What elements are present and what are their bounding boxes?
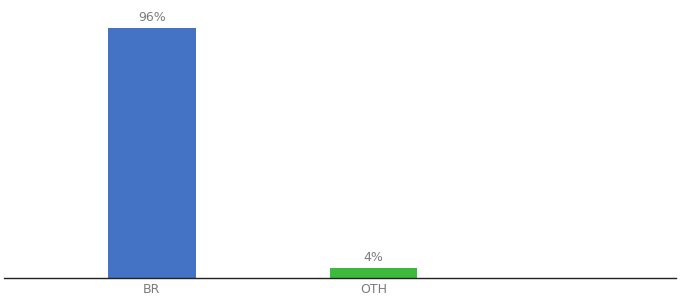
Bar [330,268,418,278]
Text: 4%: 4% [364,250,384,264]
Text: 96%: 96% [138,11,166,24]
Bar [108,28,196,278]
